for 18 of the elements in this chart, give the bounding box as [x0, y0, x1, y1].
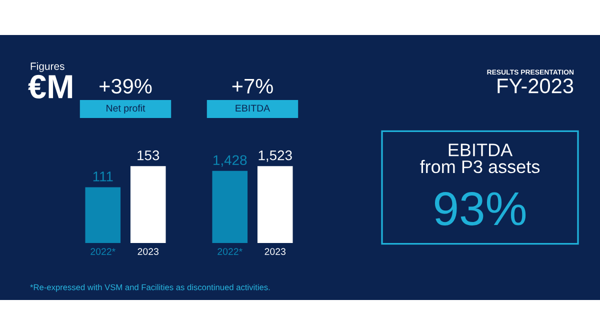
- data-label: 111: [93, 172, 113, 182]
- data-label: 1,428: [214, 155, 247, 167]
- chart-title: +39%: [100, 78, 152, 94]
- x-tick-label: 2023: [138, 248, 159, 255]
- text: Figures: [30, 62, 64, 72]
- chart-subtitle: EBITDA: [236, 104, 270, 112]
- x-tick-label: 2022*: [90, 248, 116, 255]
- text: *Re-expressed with VSM and Facilities as discontinued activities.: [30, 284, 270, 292]
- chart-subtitle: Net profit: [106, 104, 146, 114]
- x-tick-label: 2023: [264, 248, 286, 255]
- chart-title: +7%: [232, 78, 273, 94]
- x-tick-label: 2022*: [218, 248, 242, 255]
- data-label: 153: [138, 150, 160, 160]
- text: EBITDA from P3 assets: [420, 144, 540, 174]
- text: €M: [28, 74, 72, 98]
- text: FY-2023: [498, 78, 574, 94]
- text: 93%: [434, 192, 526, 226]
- data-label: 1,523: [258, 150, 292, 162]
